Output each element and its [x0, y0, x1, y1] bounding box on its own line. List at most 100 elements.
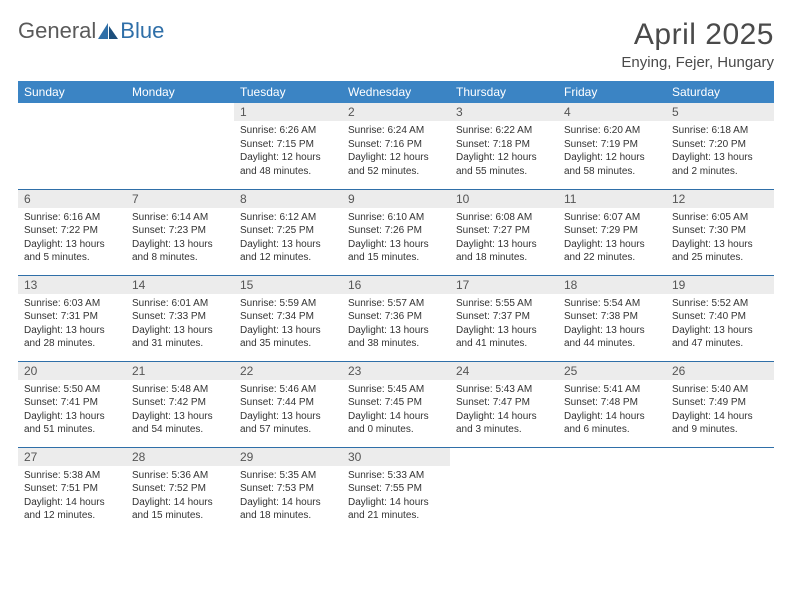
- day-details: Sunrise: 5:45 AMSunset: 7:45 PMDaylight:…: [342, 380, 450, 441]
- day-details: Sunrise: 6:26 AMSunset: 7:15 PMDaylight:…: [234, 121, 342, 182]
- day-details: Sunrise: 5:57 AMSunset: 7:36 PMDaylight:…: [342, 294, 450, 355]
- day-details: Sunrise: 6:03 AMSunset: 7:31 PMDaylight:…: [18, 294, 126, 355]
- calendar-week-row: 6Sunrise: 6:16 AMSunset: 7:22 PMDaylight…: [18, 189, 774, 275]
- calendar-day-cell: 12Sunrise: 6:05 AMSunset: 7:30 PMDayligh…: [666, 189, 774, 275]
- day-details: Sunrise: 5:55 AMSunset: 7:37 PMDaylight:…: [450, 294, 558, 355]
- calendar-day-cell: 30Sunrise: 5:33 AMSunset: 7:55 PMDayligh…: [342, 447, 450, 533]
- weekday-header: Thursday: [450, 81, 558, 103]
- calendar-day-cell: 3Sunrise: 6:22 AMSunset: 7:18 PMDaylight…: [450, 103, 558, 189]
- day-number: 22: [234, 362, 342, 380]
- calendar-week-row: 13Sunrise: 6:03 AMSunset: 7:31 PMDayligh…: [18, 275, 774, 361]
- calendar-day-cell: 29Sunrise: 5:35 AMSunset: 7:53 PMDayligh…: [234, 447, 342, 533]
- day-details: Sunrise: 5:59 AMSunset: 7:34 PMDaylight:…: [234, 294, 342, 355]
- day-details: Sunrise: 5:50 AMSunset: 7:41 PMDaylight:…: [18, 380, 126, 441]
- calendar-body: 1Sunrise: 6:26 AMSunset: 7:15 PMDaylight…: [18, 103, 774, 533]
- calendar-day-cell: 9Sunrise: 6:10 AMSunset: 7:26 PMDaylight…: [342, 189, 450, 275]
- day-details: Sunrise: 6:05 AMSunset: 7:30 PMDaylight:…: [666, 208, 774, 269]
- calendar-day-cell: 1Sunrise: 6:26 AMSunset: 7:15 PMDaylight…: [234, 103, 342, 189]
- calendar-page: General Blue April 2025 Enying, Fejer, H…: [0, 0, 792, 533]
- calendar-table: Sunday Monday Tuesday Wednesday Thursday…: [18, 81, 774, 533]
- day-number: 4: [558, 103, 666, 121]
- calendar-week-row: 20Sunrise: 5:50 AMSunset: 7:41 PMDayligh…: [18, 361, 774, 447]
- day-number: 14: [126, 276, 234, 294]
- calendar-day-cell: 23Sunrise: 5:45 AMSunset: 7:45 PMDayligh…: [342, 361, 450, 447]
- calendar-day-cell: [126, 103, 234, 189]
- day-number: 21: [126, 362, 234, 380]
- page-subtitle: Enying, Fejer, Hungary: [621, 54, 774, 71]
- day-number: 18: [558, 276, 666, 294]
- day-number: 17: [450, 276, 558, 294]
- calendar-day-cell: 28Sunrise: 5:36 AMSunset: 7:52 PMDayligh…: [126, 447, 234, 533]
- day-number: 3: [450, 103, 558, 121]
- calendar-day-cell: 21Sunrise: 5:48 AMSunset: 7:42 PMDayligh…: [126, 361, 234, 447]
- day-details: Sunrise: 6:22 AMSunset: 7:18 PMDaylight:…: [450, 121, 558, 182]
- day-details: Sunrise: 5:41 AMSunset: 7:48 PMDaylight:…: [558, 380, 666, 441]
- day-number: 1: [234, 103, 342, 121]
- day-number: 28: [126, 448, 234, 466]
- day-details: Sunrise: 6:12 AMSunset: 7:25 PMDaylight:…: [234, 208, 342, 269]
- weekday-header: Monday: [126, 81, 234, 103]
- calendar-day-cell: 14Sunrise: 6:01 AMSunset: 7:33 PMDayligh…: [126, 275, 234, 361]
- day-details: Sunrise: 5:33 AMSunset: 7:55 PMDaylight:…: [342, 466, 450, 527]
- calendar-day-cell: 19Sunrise: 5:52 AMSunset: 7:40 PMDayligh…: [666, 275, 774, 361]
- day-number: 23: [342, 362, 450, 380]
- day-details: Sunrise: 5:46 AMSunset: 7:44 PMDaylight:…: [234, 380, 342, 441]
- calendar-day-cell: [666, 447, 774, 533]
- calendar-day-cell: 8Sunrise: 6:12 AMSunset: 7:25 PMDaylight…: [234, 189, 342, 275]
- calendar-day-cell: [450, 447, 558, 533]
- page-title: April 2025: [621, 18, 774, 52]
- logo-text-blue: Blue: [120, 18, 164, 44]
- day-number: 24: [450, 362, 558, 380]
- weekday-header: Friday: [558, 81, 666, 103]
- calendar-day-cell: 5Sunrise: 6:18 AMSunset: 7:20 PMDaylight…: [666, 103, 774, 189]
- calendar-day-cell: 27Sunrise: 5:38 AMSunset: 7:51 PMDayligh…: [18, 447, 126, 533]
- calendar-day-cell: 11Sunrise: 6:07 AMSunset: 7:29 PMDayligh…: [558, 189, 666, 275]
- logo-text-general: General: [18, 18, 96, 44]
- calendar-week-row: 27Sunrise: 5:38 AMSunset: 7:51 PMDayligh…: [18, 447, 774, 533]
- calendar-day-cell: 18Sunrise: 5:54 AMSunset: 7:38 PMDayligh…: [558, 275, 666, 361]
- weekday-header: Saturday: [666, 81, 774, 103]
- day-number: 26: [666, 362, 774, 380]
- calendar-week-row: 1Sunrise: 6:26 AMSunset: 7:15 PMDaylight…: [18, 103, 774, 189]
- day-number: 16: [342, 276, 450, 294]
- calendar-day-cell: 4Sunrise: 6:20 AMSunset: 7:19 PMDaylight…: [558, 103, 666, 189]
- day-number: 25: [558, 362, 666, 380]
- weekday-header: Wednesday: [342, 81, 450, 103]
- day-number: 13: [18, 276, 126, 294]
- day-number: 7: [126, 190, 234, 208]
- day-number: 11: [558, 190, 666, 208]
- day-number: 10: [450, 190, 558, 208]
- calendar-day-cell: [18, 103, 126, 189]
- day-details: Sunrise: 5:38 AMSunset: 7:51 PMDaylight:…: [18, 466, 126, 527]
- calendar-day-cell: 10Sunrise: 6:08 AMSunset: 7:27 PMDayligh…: [450, 189, 558, 275]
- day-number: 9: [342, 190, 450, 208]
- day-details: Sunrise: 6:16 AMSunset: 7:22 PMDaylight:…: [18, 208, 126, 269]
- day-details: Sunrise: 6:10 AMSunset: 7:26 PMDaylight:…: [342, 208, 450, 269]
- page-header: General Blue April 2025 Enying, Fejer, H…: [18, 18, 774, 71]
- day-details: Sunrise: 6:24 AMSunset: 7:16 PMDaylight:…: [342, 121, 450, 182]
- calendar-day-cell: 17Sunrise: 5:55 AMSunset: 7:37 PMDayligh…: [450, 275, 558, 361]
- calendar-day-cell: [558, 447, 666, 533]
- day-number: 8: [234, 190, 342, 208]
- day-details: Sunrise: 5:54 AMSunset: 7:38 PMDaylight:…: [558, 294, 666, 355]
- day-number: 2: [342, 103, 450, 121]
- calendar-day-cell: 25Sunrise: 5:41 AMSunset: 7:48 PMDayligh…: [558, 361, 666, 447]
- day-number: 20: [18, 362, 126, 380]
- day-number: 29: [234, 448, 342, 466]
- calendar-day-cell: 20Sunrise: 5:50 AMSunset: 7:41 PMDayligh…: [18, 361, 126, 447]
- day-number: 30: [342, 448, 450, 466]
- day-number: 5: [666, 103, 774, 121]
- day-details: Sunrise: 5:35 AMSunset: 7:53 PMDaylight:…: [234, 466, 342, 527]
- calendar-day-cell: 7Sunrise: 6:14 AMSunset: 7:23 PMDaylight…: [126, 189, 234, 275]
- day-details: Sunrise: 5:48 AMSunset: 7:42 PMDaylight:…: [126, 380, 234, 441]
- day-details: Sunrise: 5:40 AMSunset: 7:49 PMDaylight:…: [666, 380, 774, 441]
- day-details: Sunrise: 6:01 AMSunset: 7:33 PMDaylight:…: [126, 294, 234, 355]
- day-details: Sunrise: 5:52 AMSunset: 7:40 PMDaylight:…: [666, 294, 774, 355]
- day-number: 15: [234, 276, 342, 294]
- calendar-day-cell: 13Sunrise: 6:03 AMSunset: 7:31 PMDayligh…: [18, 275, 126, 361]
- calendar-day-cell: 15Sunrise: 5:59 AMSunset: 7:34 PMDayligh…: [234, 275, 342, 361]
- weekday-header: Tuesday: [234, 81, 342, 103]
- day-details: Sunrise: 6:08 AMSunset: 7:27 PMDaylight:…: [450, 208, 558, 269]
- calendar-day-cell: 22Sunrise: 5:46 AMSunset: 7:44 PMDayligh…: [234, 361, 342, 447]
- calendar-day-cell: 26Sunrise: 5:40 AMSunset: 7:49 PMDayligh…: [666, 361, 774, 447]
